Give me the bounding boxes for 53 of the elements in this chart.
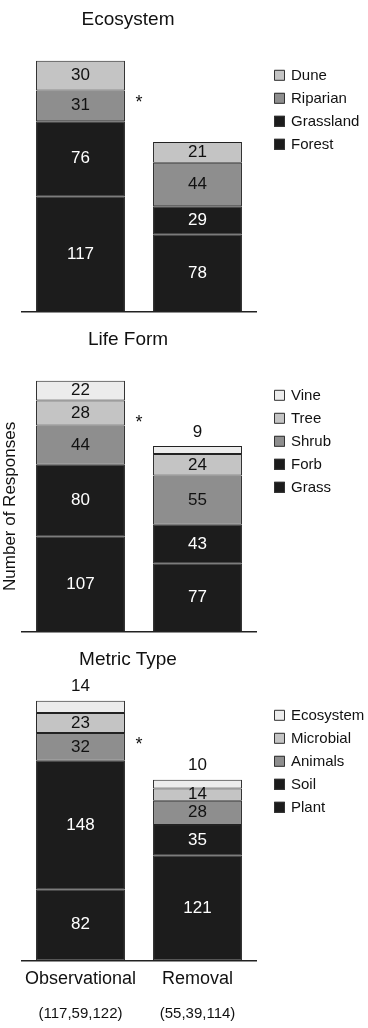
data-label: 14 bbox=[71, 676, 90, 696]
text: (55,39,114) bbox=[159, 1004, 236, 1022]
data-label: 28 bbox=[188, 802, 207, 822]
legend-label: Tree bbox=[291, 408, 322, 426]
data-label: 28 bbox=[71, 402, 90, 422]
data-label: 117 bbox=[66, 243, 95, 263]
legend-label: Forb bbox=[291, 454, 322, 472]
text: (117,59,122) bbox=[38, 1004, 123, 1022]
legend-label: Dune bbox=[291, 65, 327, 83]
legend-label: Riparian bbox=[291, 88, 347, 106]
data-label: 21 bbox=[188, 141, 207, 161]
data-label: 14 bbox=[188, 784, 207, 804]
legend-label: Forest bbox=[291, 134, 335, 152]
x-tick-label: Removal bbox=[161, 968, 234, 989]
y-axis-title: Number of Responses bbox=[0, 421, 19, 591]
data-label: 9 bbox=[192, 421, 203, 441]
legend-label: Grassland bbox=[291, 111, 360, 129]
data-label: 24 bbox=[188, 454, 207, 474]
data-label: 29 bbox=[188, 210, 207, 230]
legend-label: Shrub bbox=[291, 431, 332, 449]
legend-label: Plant bbox=[291, 797, 327, 815]
data-label: 35 bbox=[188, 829, 207, 849]
data-label: 10 bbox=[188, 755, 207, 775]
x-tick-label: Observational bbox=[24, 968, 137, 989]
data-label: 121 bbox=[183, 897, 212, 917]
annotation: * bbox=[135, 412, 143, 433]
data-label: 107 bbox=[66, 573, 95, 593]
data-label: 76 bbox=[71, 148, 90, 168]
legend-label: Grass bbox=[291, 477, 332, 495]
legend-label: Vine bbox=[291, 385, 321, 403]
data-label: 55 bbox=[188, 489, 207, 509]
data-label: 82 bbox=[71, 914, 90, 934]
data-label: 43 bbox=[188, 533, 207, 553]
data-label: 44 bbox=[71, 434, 90, 454]
legend-label: Microbial bbox=[291, 728, 352, 746]
legend-label: Ecosystem bbox=[291, 705, 365, 723]
data-label: 32 bbox=[71, 736, 90, 756]
legend-label: Animals bbox=[291, 751, 345, 769]
chart-title: Life Form bbox=[87, 327, 169, 349]
legend-label: Soil bbox=[291, 774, 317, 792]
annotation: * bbox=[135, 92, 143, 113]
data-label: 44 bbox=[188, 174, 207, 194]
data-label: 78 bbox=[188, 263, 207, 283]
data-label: 30 bbox=[71, 65, 90, 85]
annotation: * bbox=[135, 733, 143, 754]
chart-title: Ecosystem bbox=[81, 7, 175, 29]
chart-title: Metric Type bbox=[79, 647, 177, 669]
data-label: 22 bbox=[71, 380, 90, 400]
data-label: 80 bbox=[71, 490, 90, 510]
data-label: 23 bbox=[71, 712, 90, 732]
data-label: 77 bbox=[188, 587, 207, 607]
data-label: 31 bbox=[71, 95, 90, 115]
data-label: 148 bbox=[66, 814, 95, 834]
